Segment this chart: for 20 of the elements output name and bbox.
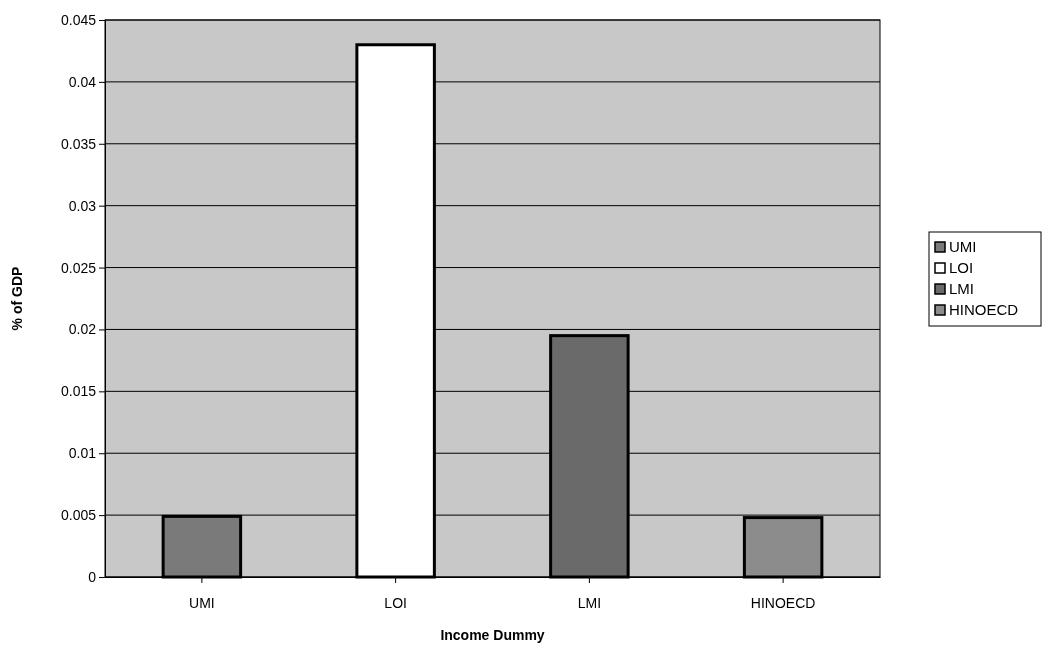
- y-tick-label: 0.04: [68, 73, 97, 90]
- x-axis-title: Income Dummy: [440, 627, 545, 643]
- y-tick-label: 0: [88, 568, 97, 585]
- legend-label: LMI: [949, 280, 975, 297]
- y-tick-label: 0.045: [60, 11, 97, 28]
- y-tick-label: 0.015: [60, 383, 97, 400]
- x-tick-label: UMI: [189, 595, 215, 612]
- legend-label: HINOECD: [949, 301, 1019, 318]
- y-tick-label: 0.02: [68, 321, 97, 338]
- y-tick-label: 0.03: [68, 197, 97, 214]
- y-tick-label: 0.005: [60, 507, 97, 524]
- legend-label: UMI: [949, 238, 977, 255]
- x-tick-label: LMI: [577, 595, 602, 612]
- x-tick-label: LOI: [384, 595, 407, 612]
- legend-label: LOI: [949, 259, 974, 276]
- y-tick-label: 0.035: [60, 135, 97, 152]
- y-tick-label: 0.01: [68, 445, 97, 462]
- x-tick-label: HINOECD: [750, 595, 816, 612]
- y-axis-title: % of GDP: [9, 266, 25, 331]
- y-tick-label: 0.025: [60, 259, 97, 276]
